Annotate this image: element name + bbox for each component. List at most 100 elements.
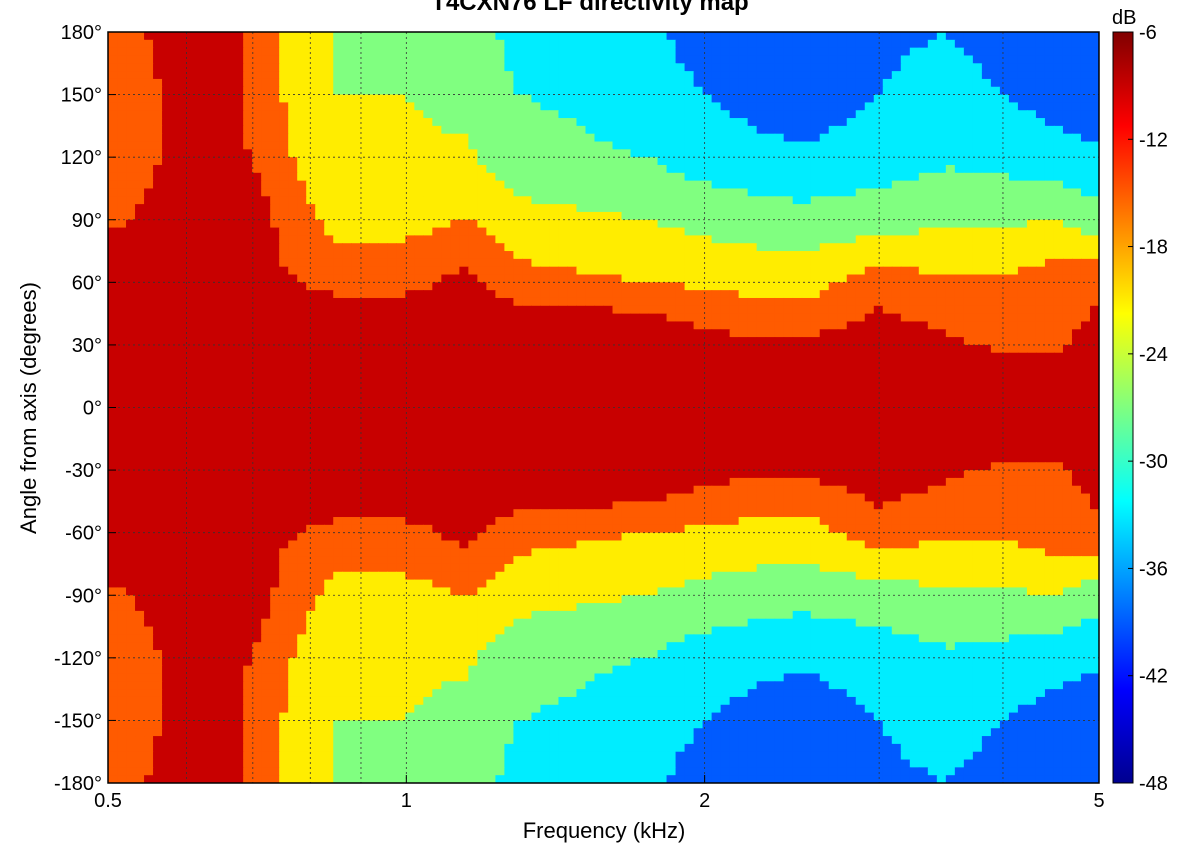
- contour-cell: [873, 78, 884, 88]
- contour-cell: [360, 196, 370, 205]
- contour-cell: [1062, 118, 1073, 127]
- contour-cell: [405, 47, 415, 57]
- contour-cell: [945, 368, 956, 377]
- contour-cell: [513, 204, 524, 213]
- contour-cell: [549, 78, 560, 88]
- contour-cell: [675, 368, 686, 377]
- contour-cell: [351, 164, 361, 174]
- contour-cell: [441, 47, 451, 57]
- contour-cell: [333, 368, 343, 377]
- contour-cell: [972, 344, 983, 354]
- contour-cell: [945, 227, 956, 236]
- contour-cell: [783, 321, 794, 330]
- contour-cell: [630, 204, 641, 213]
- contour-cell: [1035, 337, 1046, 346]
- contour-cell: [702, 94, 713, 103]
- contour-cell: [306, 39, 316, 49]
- contour-cell: [1089, 219, 1099, 229]
- contour-cell: [756, 55, 767, 64]
- contour-cell: [108, 384, 118, 393]
- contour-cell: [621, 290, 632, 299]
- contour-cell: [180, 384, 190, 393]
- contour-cell: [774, 282, 785, 291]
- contour-cell: [162, 360, 172, 369]
- contour-cell: [603, 251, 614, 260]
- contour-cell: [909, 274, 920, 283]
- contour-cell: [1062, 39, 1073, 49]
- contour-cell: [981, 290, 992, 299]
- contour-cell: [810, 211, 821, 221]
- contour-cell: [414, 149, 424, 158]
- contour-cell: [459, 219, 469, 229]
- contour-cell: [828, 282, 839, 291]
- contour-cell: [396, 344, 406, 354]
- contour-cell: [936, 102, 947, 111]
- contour-cell: [441, 39, 451, 49]
- contour-cell: [603, 149, 614, 158]
- contour-cell: [675, 266, 686, 276]
- contour-cell: [756, 118, 767, 127]
- contour-cell: [657, 71, 668, 80]
- contour-cell: [504, 282, 515, 291]
- contour-cell: [855, 305, 866, 315]
- contour-cell: [891, 118, 902, 127]
- contour-cell: [324, 321, 334, 330]
- contour-cell: [126, 47, 136, 57]
- contour-cell: [306, 258, 316, 268]
- contour-cell: [873, 94, 884, 103]
- contour-cell: [198, 368, 208, 377]
- contour-cell: [837, 86, 848, 96]
- contour-cell: [558, 274, 569, 283]
- contour-cell: [810, 337, 821, 346]
- contour-cell: [468, 258, 478, 268]
- contour-cell: [522, 180, 533, 190]
- contour-cell: [171, 329, 181, 338]
- contour-cell: [1008, 258, 1019, 268]
- contour-cell: [936, 180, 947, 190]
- contour-cell: [459, 204, 469, 213]
- contour-cell: [153, 274, 163, 283]
- contour-cell: [351, 71, 361, 80]
- contour-cell: [909, 102, 920, 111]
- contour-cell: [981, 251, 992, 260]
- contour-cell: [612, 297, 623, 307]
- contour-cell: [171, 368, 181, 377]
- contour-cell: [567, 297, 578, 307]
- contour-cell: [954, 110, 965, 119]
- contour-cell: [216, 243, 226, 252]
- contour-cell: [108, 352, 118, 362]
- contour-cell: [306, 32, 316, 41]
- contour-cell: [441, 149, 451, 158]
- contour-cell: [144, 110, 154, 119]
- contour-cell: [1035, 290, 1046, 299]
- contour-cell: [522, 110, 533, 119]
- contour-cell: [171, 164, 181, 174]
- contour-cell: [414, 188, 424, 197]
- contour-cell: [1044, 360, 1055, 369]
- contour-cell: [306, 164, 316, 174]
- contour-cell: [522, 274, 533, 283]
- contour-cell: [1053, 94, 1064, 103]
- contour-cell: [990, 290, 1001, 299]
- contour-cell: [396, 219, 406, 229]
- contour-cell: [855, 71, 866, 80]
- contour-cell: [1044, 376, 1055, 385]
- contour-cell: [1062, 110, 1073, 119]
- contour-cell: [666, 39, 677, 49]
- contour-cell: [756, 71, 767, 80]
- contour-cell: [378, 172, 388, 182]
- contour-cell: [873, 204, 884, 213]
- contour-cell: [468, 71, 478, 80]
- contour-cell: [747, 368, 758, 377]
- contour-cell: [585, 164, 596, 174]
- contour-cell: [126, 125, 136, 135]
- contour-cell: [1071, 86, 1082, 96]
- contour-cell: [567, 337, 578, 346]
- contour-cell: [477, 180, 487, 190]
- contour-cell: [594, 164, 605, 174]
- contour-cell: [1044, 118, 1055, 127]
- contour-cell: [630, 258, 641, 268]
- contour-cell: [297, 110, 307, 119]
- contour-cell: [810, 172, 821, 182]
- contour-cell: [513, 141, 524, 150]
